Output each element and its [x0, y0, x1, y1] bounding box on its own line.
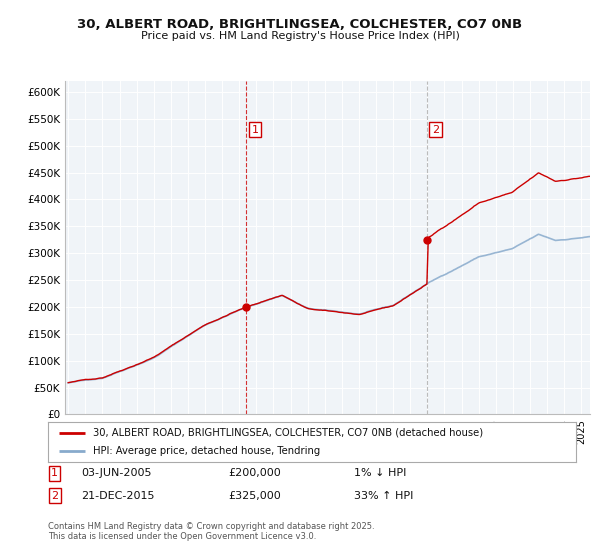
- Text: 1: 1: [51, 468, 58, 478]
- Text: Contains HM Land Registry data © Crown copyright and database right 2025.
This d: Contains HM Land Registry data © Crown c…: [48, 522, 374, 542]
- Text: £325,000: £325,000: [228, 491, 281, 501]
- Text: 2: 2: [432, 124, 439, 134]
- Text: 03-JUN-2005: 03-JUN-2005: [81, 468, 151, 478]
- Text: 21-DEC-2015: 21-DEC-2015: [81, 491, 155, 501]
- Text: 33% ↑ HPI: 33% ↑ HPI: [354, 491, 413, 501]
- Text: Price paid vs. HM Land Registry's House Price Index (HPI): Price paid vs. HM Land Registry's House …: [140, 31, 460, 41]
- Text: 30, ALBERT ROAD, BRIGHTLINGSEA, COLCHESTER, CO7 0NB: 30, ALBERT ROAD, BRIGHTLINGSEA, COLCHEST…: [77, 18, 523, 31]
- Text: £200,000: £200,000: [228, 468, 281, 478]
- Text: 2: 2: [51, 491, 58, 501]
- Text: HPI: Average price, detached house, Tendring: HPI: Average price, detached house, Tend…: [93, 446, 320, 456]
- Text: 30, ALBERT ROAD, BRIGHTLINGSEA, COLCHESTER, CO7 0NB (detached house): 30, ALBERT ROAD, BRIGHTLINGSEA, COLCHEST…: [93, 428, 483, 437]
- Text: 1: 1: [251, 124, 259, 134]
- Text: 1% ↓ HPI: 1% ↓ HPI: [354, 468, 406, 478]
